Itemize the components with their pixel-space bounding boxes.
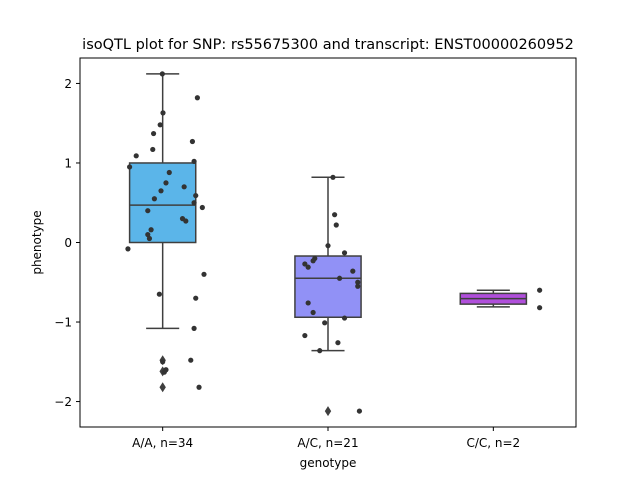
data-point [125, 246, 131, 252]
data-point [201, 271, 207, 277]
data-point [310, 309, 316, 316]
data-point [199, 204, 205, 211]
y-tick-label: −1 [54, 316, 72, 330]
y-tick-label: −2 [54, 395, 72, 409]
y-tick-label: 1 [64, 156, 72, 170]
x-tick-label: A/A, n=34 [132, 436, 193, 450]
box-group-2 [294, 174, 363, 417]
data-point [150, 130, 157, 137]
data-point [193, 192, 199, 199]
data-point [356, 408, 363, 414]
data-point [537, 305, 543, 311]
data-point [302, 261, 308, 267]
data-point [193, 295, 199, 301]
data-point [181, 184, 187, 190]
data-point [157, 122, 163, 128]
x-axis-label: genotype [300, 456, 357, 470]
data-point [336, 275, 343, 281]
data-point [146, 235, 153, 242]
data-point [191, 325, 197, 331]
box-iqr [128, 162, 197, 244]
data-point [160, 110, 166, 116]
data-point [305, 300, 311, 306]
chart-title: isoQTL plot for SNP: rs55675300 and tran… [82, 37, 574, 53]
data-point [305, 264, 311, 270]
data-point [161, 369, 167, 375]
data-point [355, 279, 361, 285]
data-point [166, 169, 172, 176]
data-point [341, 315, 348, 321]
data-point [322, 320, 328, 326]
data-point [156, 291, 162, 297]
y-tick-label: 0 [64, 236, 72, 250]
data-point [335, 340, 341, 346]
outlier-marker [324, 406, 332, 417]
box-group-3 [459, 287, 543, 311]
data-point [183, 218, 189, 224]
box-group-1 [125, 71, 207, 393]
data-point [145, 208, 151, 214]
x-tick-label: A/C, n=21 [297, 436, 358, 450]
data-point [194, 95, 200, 101]
axes: −2 −1 0 1 2 A/A, n=34 A/C, n=21 C/C, n=2 [54, 77, 520, 450]
data-point [148, 227, 154, 233]
data-point [188, 357, 194, 363]
data-point [330, 174, 336, 180]
plot-area [125, 71, 543, 417]
data-point [160, 359, 166, 365]
data-point [189, 138, 196, 145]
data-point [191, 158, 197, 164]
data-point [151, 196, 157, 202]
x-tick-label: C/C, n=2 [466, 436, 520, 450]
data-point [159, 71, 165, 77]
data-point [537, 287, 543, 293]
data-point [191, 200, 197, 206]
data-point [333, 222, 339, 228]
data-point [350, 268, 356, 274]
data-point [317, 348, 323, 354]
data-point [163, 180, 169, 186]
data-point [196, 384, 202, 390]
data-point [355, 283, 361, 289]
data-point [325, 243, 331, 249]
data-point [310, 258, 316, 264]
data-point [332, 212, 338, 218]
data-point [150, 146, 156, 153]
data-point [127, 164, 133, 170]
data-point [341, 250, 348, 256]
y-axis-label: phenotype [30, 210, 44, 274]
y-tick-label: 2 [64, 77, 72, 91]
data-point [133, 153, 139, 159]
outlier-marker [159, 382, 166, 393]
data-point [302, 332, 308, 339]
data-point [145, 231, 151, 238]
data-point [158, 188, 164, 194]
